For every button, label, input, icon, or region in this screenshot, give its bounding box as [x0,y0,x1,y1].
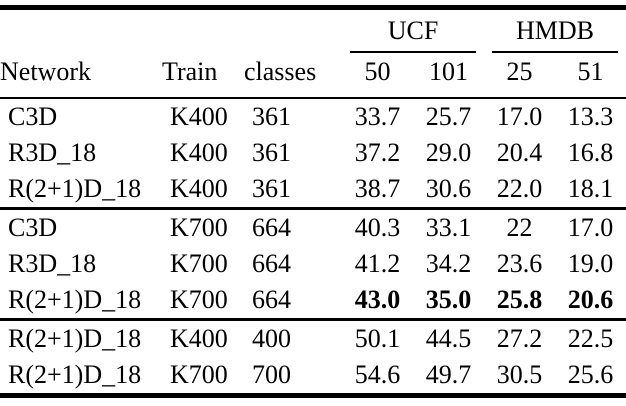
cell-ucf50: 41.2 [354,249,401,278]
cell-network: C3D [8,102,58,131]
cell-network: R(2+1)D_18 [0,318,162,357]
cell-hmdb25: 20.4 [496,138,543,167]
table-row: R(2+1)D_18 K400 400 50.1 44.5 27.2 22.5 [0,318,626,357]
cell-hmdb51: 25.6 [567,360,614,389]
group-label-hmdb: HMDB [492,16,619,53]
cell-ucf101: 33.1 [413,207,485,246]
cell-network: C3D [0,207,162,246]
cell-classes: 400 [244,318,342,357]
cell-train: K700 [170,360,228,389]
cell-ucf101: 29.0 [425,138,472,167]
table-row: C3D K700 664 40.3 33.1 22 17.0 [0,207,626,246]
table-header: UCF HMDB Network Train classes 50 101 25… [0,8,626,99]
table-row: R3D_18 K700 664 41.2 34.2 23.6 19.0 [0,246,626,282]
table-body: C3D K400 361 33.7 25.7 17.0 13.3 R3D_18 … [0,98,626,396]
cell-ucf101: 49.7 [425,360,472,389]
cell-ucf50: 54.6 [354,360,401,389]
cell-classes: 664 [252,249,291,278]
cell-network: R3D_18 [8,249,97,278]
table-row-best-results: R(2+1)D_18 K700 664 43.0 35.0 25.8 20.6 [0,282,626,320]
cell-hmdb51: 22.5 [555,318,626,357]
cell-train: K400 [170,138,228,167]
table-row: C3D K400 361 33.7 25.7 17.0 13.3 [0,98,626,135]
cell-train: K700 [170,285,228,314]
cell-hmdb51: 13.3 [567,102,614,131]
cell-ucf101: 30.6 [425,174,472,203]
cell-classes: 361 [252,102,291,131]
cell-ucf101: 44.5 [413,318,485,357]
cell-train: K400 [170,102,228,131]
group-label-ucf: UCF [350,16,477,53]
group-header-hmdb: HMDB [484,8,626,53]
header-ucf101: 101 [413,53,485,99]
header-ucf50: 50 [342,53,413,99]
cell-classes: 700 [252,360,291,389]
cell-hmdb51: 19.0 [567,249,614,278]
cell-classes: 361 [252,138,291,167]
cell-ucf101: 25.7 [425,102,472,131]
cell-ucf50: 37.2 [354,138,401,167]
header-train: Train [162,53,244,99]
cell-hmdb51: 16.8 [567,138,614,167]
cell-hmdb25: 30.5 [496,360,543,389]
cell-hmdb51: 20.6 [567,285,614,314]
cell-train: K700 [170,249,228,278]
cell-ucf50: 33.7 [354,102,401,131]
table-row: R(2+1)D_18 K700 700 54.6 49.7 30.5 25.6 [0,357,626,396]
cell-hmdb25: 22 [484,207,556,246]
column-group-row: UCF HMDB [0,8,626,54]
header-classes: classes [244,53,342,99]
header-network: Network [0,53,162,99]
cell-network: R(2+1)D_18 [8,174,142,203]
cell-ucf50: 50.1 [342,318,413,357]
cell-train: K400 [162,318,244,357]
cell-classes: 361 [252,174,291,203]
cell-train: K700 [162,207,244,246]
cell-train: K400 [170,174,228,203]
cell-hmdb51: 18.1 [567,174,614,203]
cell-hmdb25: 25.8 [496,285,543,314]
cell-network: R(2+1)D_18 [8,285,142,314]
group-header-ucf: UCF [342,8,484,53]
cell-ucf101: 34.2 [425,249,472,278]
header-hmdb51: 51 [555,53,626,99]
cell-ucf101: 35.0 [425,285,472,314]
header-hmdb25: 25 [484,53,556,99]
cell-hmdb51: 17.0 [555,207,626,246]
table-row: R3D_18 K400 361 37.2 29.0 20.4 16.8 [0,135,626,171]
cell-classes: 664 [252,285,291,314]
results-table: UCF HMDB Network Train classes 50 101 25… [0,5,626,398]
cell-ucf50: 38.7 [354,174,401,203]
cell-hmdb25: 27.2 [484,318,556,357]
cell-classes: 664 [244,207,342,246]
cell-hmdb25: 17.0 [496,102,543,131]
cell-ucf50: 40.3 [342,207,413,246]
group-spacer [0,8,342,54]
cell-hmdb25: 22.0 [496,174,543,203]
column-header-row: Network Train classes 50 101 25 51 [0,53,626,99]
cell-network: R3D_18 [8,138,97,167]
table-row: R(2+1)D_18 K400 361 38.7 30.6 22.0 18.1 [0,171,626,209]
cell-hmdb25: 23.6 [496,249,543,278]
cell-network: R(2+1)D_18 [8,360,142,389]
cell-ucf50: 43.0 [354,285,401,314]
